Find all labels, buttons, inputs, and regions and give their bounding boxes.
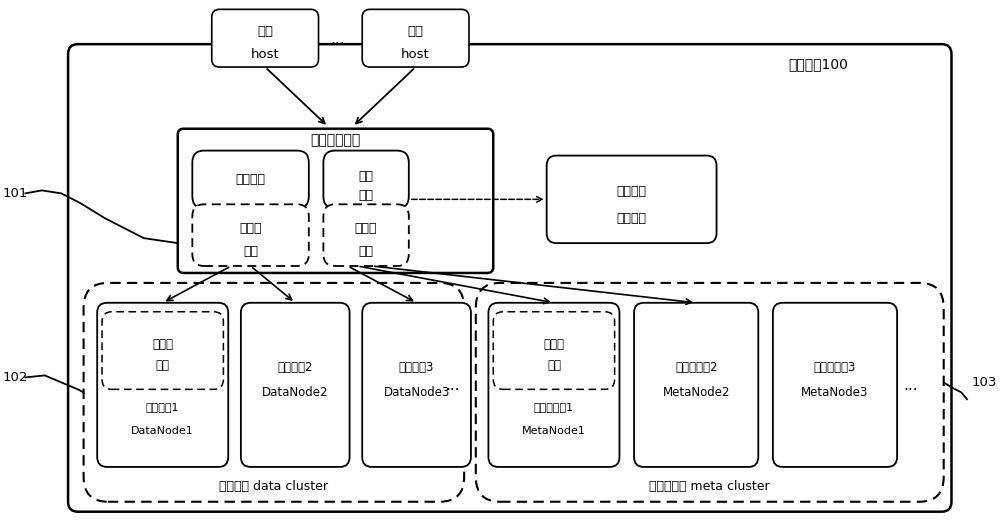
FancyBboxPatch shape bbox=[323, 204, 409, 266]
Text: 户端: 户端 bbox=[359, 244, 374, 258]
Text: 数据节点2: 数据节点2 bbox=[277, 361, 313, 374]
Text: 数据集群 data cluster: 数据集群 data cluster bbox=[219, 480, 328, 493]
FancyBboxPatch shape bbox=[97, 303, 228, 467]
Text: 户端: 户端 bbox=[243, 244, 258, 258]
Text: 第一客: 第一客 bbox=[239, 222, 262, 235]
FancyBboxPatch shape bbox=[84, 283, 464, 502]
Text: 数据节点3: 数据节点3 bbox=[399, 361, 434, 374]
FancyBboxPatch shape bbox=[362, 303, 471, 467]
Text: 存储系统100: 存储系统100 bbox=[789, 57, 848, 71]
Text: DataNode1: DataNode1 bbox=[131, 426, 194, 436]
Text: MetaNode1: MetaNode1 bbox=[522, 426, 586, 436]
Text: 数据: 数据 bbox=[359, 189, 374, 202]
FancyBboxPatch shape bbox=[476, 283, 944, 502]
Text: 数据节点1: 数据节点1 bbox=[146, 402, 179, 412]
FancyBboxPatch shape bbox=[192, 204, 309, 266]
Text: MetaNode3: MetaNode3 bbox=[801, 386, 869, 399]
Text: host: host bbox=[251, 48, 280, 61]
Text: DataNode2: DataNode2 bbox=[262, 386, 328, 399]
Text: host: host bbox=[401, 48, 430, 61]
FancyBboxPatch shape bbox=[323, 150, 409, 208]
Text: 主机: 主机 bbox=[257, 25, 273, 37]
Text: ...: ... bbox=[903, 378, 918, 393]
FancyBboxPatch shape bbox=[241, 303, 350, 467]
Text: 超元: 超元 bbox=[359, 170, 374, 183]
FancyBboxPatch shape bbox=[178, 129, 493, 273]
Text: 元数据节点1: 元数据节点1 bbox=[534, 402, 574, 412]
Text: 理器: 理器 bbox=[547, 359, 561, 372]
Text: 元数据集群 meta cluster: 元数据集群 meta cluster bbox=[649, 480, 770, 493]
Text: ...: ... bbox=[445, 378, 460, 393]
Text: 主机: 主机 bbox=[408, 25, 424, 37]
FancyBboxPatch shape bbox=[547, 156, 717, 243]
Text: 元数据节点3: 元数据节点3 bbox=[814, 361, 856, 374]
Text: 理器: 理器 bbox=[156, 359, 170, 372]
Text: 第二客: 第二客 bbox=[355, 222, 377, 235]
Text: DataNode3: DataNode3 bbox=[383, 386, 450, 399]
Text: 101: 101 bbox=[3, 187, 28, 200]
Text: 空间管: 空间管 bbox=[152, 338, 173, 351]
FancyBboxPatch shape bbox=[362, 10, 469, 67]
Text: 副本网络: 副本网络 bbox=[617, 185, 647, 198]
FancyBboxPatch shape bbox=[102, 312, 223, 389]
Text: 空间管: 空间管 bbox=[543, 338, 564, 351]
Text: 冗余信息: 冗余信息 bbox=[236, 173, 266, 186]
Text: 102: 102 bbox=[3, 371, 28, 384]
FancyBboxPatch shape bbox=[212, 10, 319, 67]
FancyBboxPatch shape bbox=[192, 150, 309, 208]
Text: 网络接口设备: 网络接口设备 bbox=[310, 134, 361, 148]
FancyBboxPatch shape bbox=[773, 303, 897, 467]
Text: 元数据节点2: 元数据节点2 bbox=[675, 361, 717, 374]
Text: ...: ... bbox=[331, 32, 345, 46]
FancyBboxPatch shape bbox=[488, 303, 619, 467]
Text: MetaNode2: MetaNode2 bbox=[662, 386, 730, 399]
FancyBboxPatch shape bbox=[68, 44, 951, 512]
FancyBboxPatch shape bbox=[493, 312, 615, 389]
Text: 103: 103 bbox=[972, 376, 997, 389]
Text: 接口设备: 接口设备 bbox=[617, 212, 647, 225]
FancyBboxPatch shape bbox=[634, 303, 758, 467]
